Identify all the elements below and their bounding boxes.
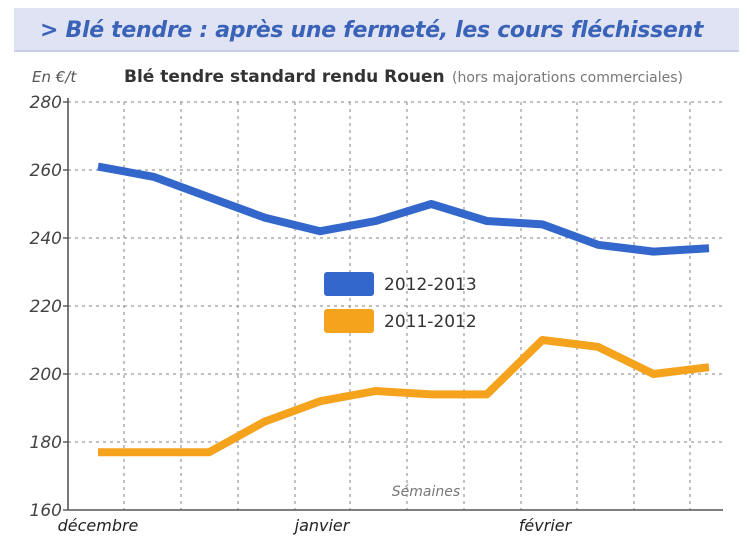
y-tick-label: 260 xyxy=(30,161,62,181)
legend: 2012-2013 2011-2012 xyxy=(324,272,477,333)
y-tick-label: 280 xyxy=(30,93,62,113)
y-tick-label: 200 xyxy=(30,365,62,385)
series-line-2012-2013 xyxy=(97,162,710,256)
y-tick-label: 240 xyxy=(30,229,62,249)
series-lines xyxy=(97,162,710,457)
y-tick-label: 160 xyxy=(30,501,62,521)
y-tick-label: 220 xyxy=(30,297,62,317)
series-line-2011-2012 xyxy=(98,336,710,457)
x-axis-month-labels: décembre janvier février xyxy=(58,516,573,535)
x-axis-title: Sémaines xyxy=(392,484,460,500)
legend-label: 2011-2012 xyxy=(384,312,477,332)
chart-subtitle-note: (hors majorations commerciales) xyxy=(452,70,683,86)
legend-swatch xyxy=(324,272,374,296)
x-month-label: janvier xyxy=(293,516,351,535)
legend-label: 2012-2013 xyxy=(384,275,477,295)
chart-subtitle: Blé tendre standard rendu Rouen xyxy=(124,67,445,87)
x-month-label: décembre xyxy=(58,516,139,535)
legend-swatch xyxy=(324,309,374,333)
title-banner: > Blé tendre : après une fermeté, les co… xyxy=(14,8,739,52)
chart-title: > Blé tendre : après une fermeté, les co… xyxy=(40,18,704,43)
unit-label: En €/t xyxy=(32,68,77,86)
y-axis-ticks: 160 180 200 220 240 260 280 xyxy=(30,93,68,521)
x-month-label: février xyxy=(519,516,573,535)
y-tick-label: 180 xyxy=(30,433,62,453)
gridlines xyxy=(68,101,723,510)
